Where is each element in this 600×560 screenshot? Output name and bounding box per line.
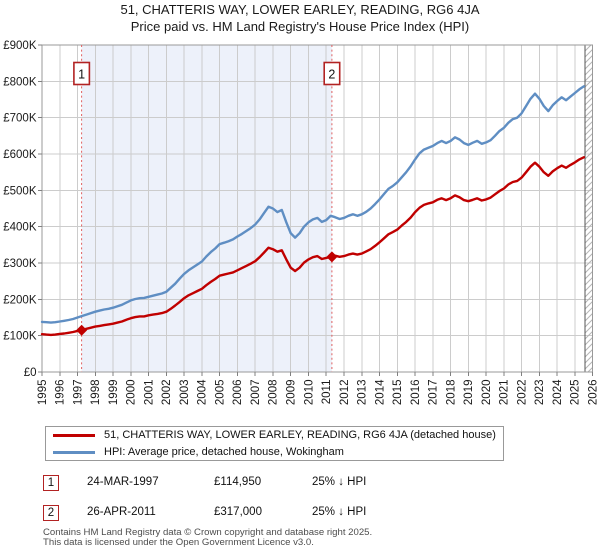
x-tick-label: 1995 <box>37 380 49 406</box>
footer-attribution: Contains HM Land Registry data © Crown c… <box>43 528 583 547</box>
property-price-line <box>40 156 585 337</box>
axis-labels: £0 £100K £200K £300K £400K £500K £600K £700K £80… <box>3 40 599 405</box>
x-tick-label: 2014 <box>374 379 386 405</box>
legend-label-hpi: HPI: Average price, detached house, Woki… <box>104 446 344 458</box>
x-tick-label: 2017 <box>428 380 440 406</box>
x-tick-label: 2016 <box>410 380 422 406</box>
hpi-line <box>40 85 585 324</box>
sale-number-box <box>323 61 341 86</box>
x-tick-label: 2013 <box>357 380 369 406</box>
transaction-row-1: 1 24-MAR-1997 £114,950 25% ↓ HPI <box>0 475 600 493</box>
y-tick-label: £700K <box>3 113 37 125</box>
x-tick-label: 1999 <box>108 380 120 406</box>
x-tick-label: 2011 <box>321 380 333 405</box>
x-tick-label: 2022 <box>516 380 528 406</box>
transaction-date: 24-MAR-1997 <box>87 476 159 488</box>
x-tick-label: 2012 <box>339 380 351 406</box>
y-tick-label: £800K <box>3 76 37 88</box>
x-tick-label: 2003 <box>179 380 191 406</box>
x-tick-label: 2009 <box>286 380 298 406</box>
hpi-line-swatch <box>53 450 95 454</box>
y-tick-label: £200K <box>3 294 37 306</box>
x-tick-label: 1998 <box>90 380 102 406</box>
chart-subtitle: Price paid vs. HM Land Registry's House … <box>130 19 470 34</box>
x-tick-label: 2024 <box>552 379 564 405</box>
x-tick-label: 2018 <box>445 380 457 406</box>
y-tick-label: £600K <box>3 149 37 161</box>
y-tick-label: £300K <box>3 258 37 270</box>
legend-item-property: 51, CHATTERIS WAY, LOWER EARLEY, READING… <box>46 428 503 442</box>
y-tick-label: £400K <box>3 222 37 234</box>
x-tick-label: 1997 <box>72 380 84 406</box>
chart-title: 51, CHATTERIS WAY, LOWER EARLEY, READING… <box>120 2 480 17</box>
x-tick-label: 2021 <box>499 380 511 406</box>
y-tick-label: £100K <box>3 331 37 343</box>
between-sales-shading <box>81 45 332 372</box>
x-tick-label: 2002 <box>161 380 173 406</box>
x-tick-label: 2007 <box>250 380 262 406</box>
transaction-price: £114,950 <box>214 476 262 488</box>
sale-number-label: 2 <box>328 68 335 82</box>
x-tick-label: 2019 <box>463 380 475 406</box>
footer-line-copyright: Contains HM Land Registry data © Crown c… <box>43 527 373 538</box>
x-tick-label: 2005 <box>214 380 226 406</box>
transaction-marker-2: 2 <box>43 505 59 521</box>
x-tick-label: 2004 <box>197 379 209 405</box>
x-tick-label: 2001 <box>143 380 155 406</box>
sale-marker-diamond <box>76 324 88 336</box>
x-tick-label: 2020 <box>481 380 493 406</box>
transaction-row-2: 2 26-APR-2011 £317,000 25% ↓ HPI <box>0 505 600 523</box>
y-tick-label: £500K <box>3 185 37 197</box>
x-tick-label: 2023 <box>534 380 546 406</box>
x-tick-label: 2000 <box>126 380 138 406</box>
transaction-date: 26-APR-2011 <box>87 506 156 518</box>
price-chart: £0 £100K £200K £300K £400K £500K £600K £700K £80… <box>3 40 599 405</box>
y-tick-label: £900K <box>3 40 37 52</box>
sale-number-box <box>73 61 91 86</box>
x-tick-label: 1996 <box>55 380 67 406</box>
y-tick-label: £0 <box>24 367 37 379</box>
footer-line-licence: This data is licensed under the Open Gov… <box>43 536 314 548</box>
transaction-hpi-delta: 25% ↓ HPI <box>312 506 367 518</box>
future-hatch-region <box>585 45 593 372</box>
legend-label-property: 51, CHATTERIS WAY, LOWER EARLEY, READING… <box>104 429 496 441</box>
transaction-hpi-delta: 25% ↓ HPI <box>312 476 367 488</box>
plot-border <box>41 44 594 373</box>
axis-ticks <box>38 44 594 376</box>
x-tick-label: 2025 <box>570 380 582 406</box>
x-tick-label: 2008 <box>268 380 280 406</box>
sale-marker-diamond <box>326 251 338 263</box>
transaction-price: £317,000 <box>214 506 262 518</box>
x-tick-label: 2015 <box>392 380 404 406</box>
x-tick-label: 2010 <box>303 380 315 406</box>
x-tick-label: 2006 <box>232 380 244 406</box>
legend-item-hpi: HPI: Average price, detached house, Woki… <box>46 445 503 459</box>
property-line-swatch <box>53 433 95 437</box>
sale-number-label: 1 <box>78 68 85 82</box>
chart-legend: 51, CHATTERIS WAY, LOWER EARLEY, READING… <box>45 426 504 461</box>
x-tick-label: 2026 <box>588 380 600 406</box>
transaction-marker-1: 1 <box>43 475 59 491</box>
